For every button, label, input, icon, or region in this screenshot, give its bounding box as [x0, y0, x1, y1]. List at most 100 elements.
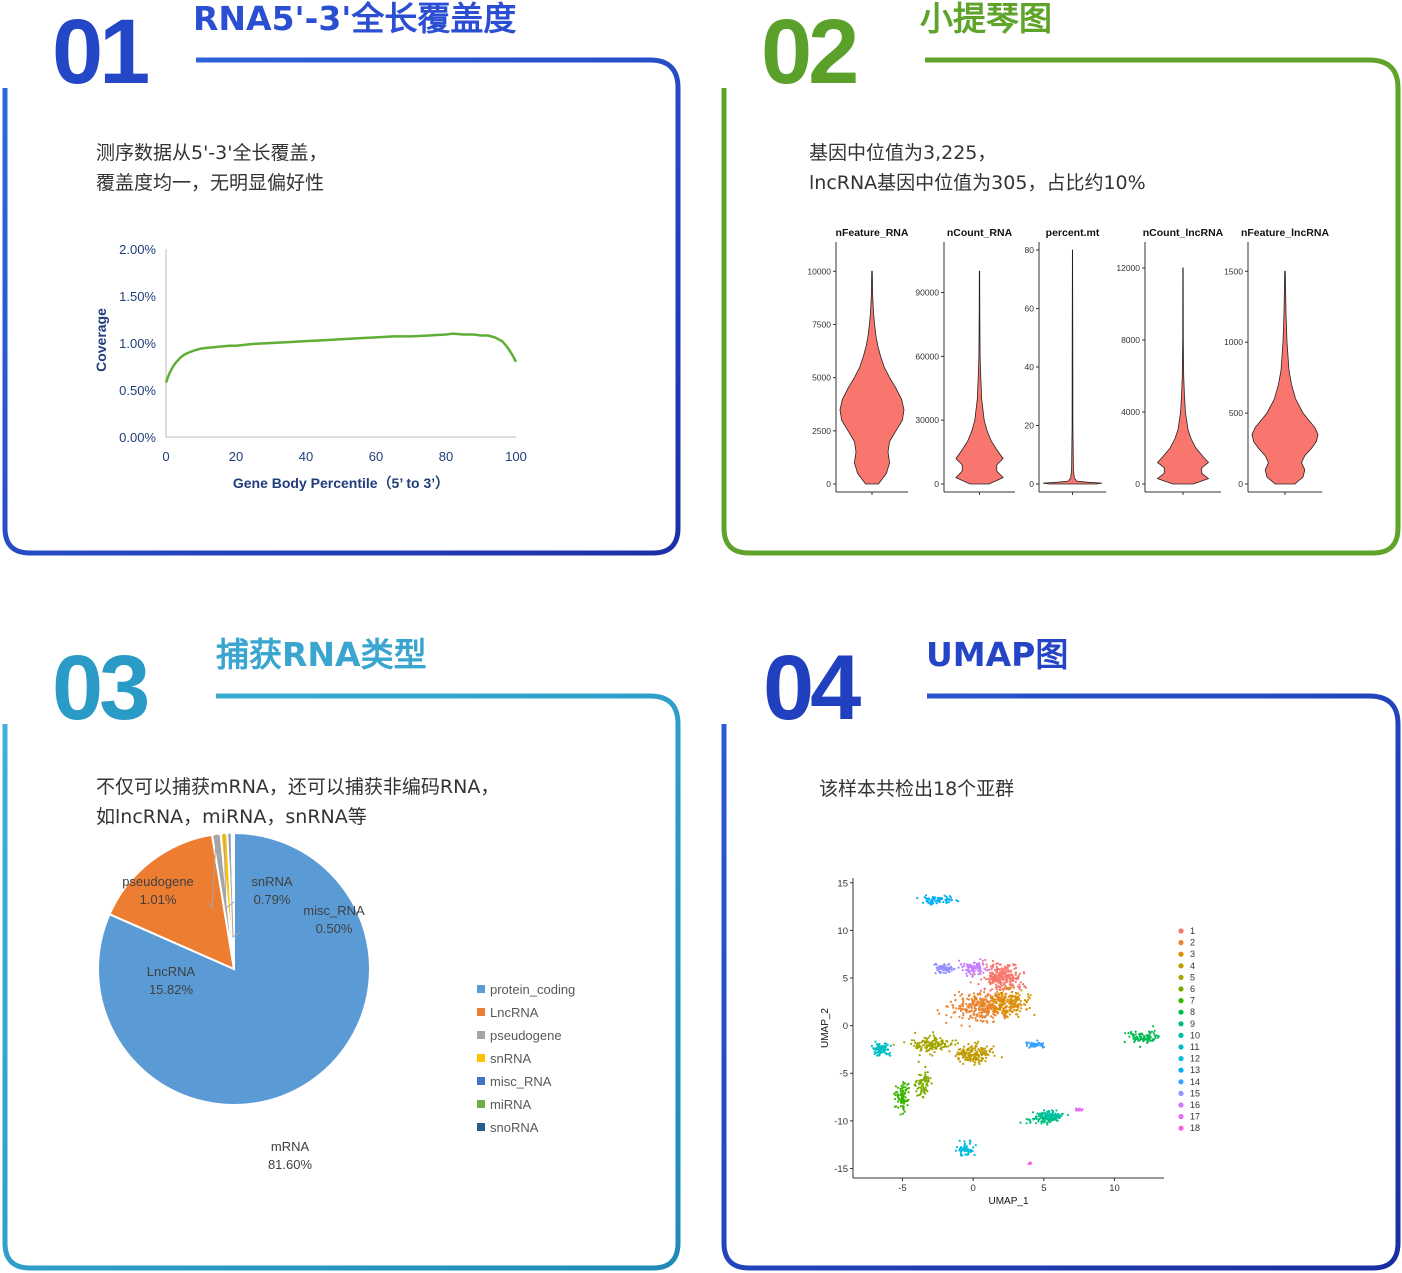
- legend-label: 9: [1190, 1019, 1195, 1029]
- y-tick-label: 0: [1135, 479, 1140, 489]
- umap-point: [1010, 1000, 1013, 1003]
- umap-point: [969, 981, 972, 984]
- umap-point: [938, 965, 941, 968]
- umap-point: [918, 1079, 921, 1082]
- umap-point: [1039, 1117, 1042, 1120]
- umap-point: [1019, 1002, 1022, 1005]
- violin-title: nFeature_lncRNA: [1241, 227, 1330, 239]
- umap-point: [883, 1050, 886, 1053]
- umap-point: [1039, 1113, 1042, 1116]
- umap-point: [936, 1009, 939, 1012]
- umap-point: [1018, 983, 1021, 986]
- umap-point: [986, 994, 989, 997]
- legend-swatch: [477, 985, 485, 993]
- umap-point: [940, 1043, 944, 1046]
- umap-point: [1004, 1010, 1007, 1013]
- umap-point: [910, 1039, 914, 1042]
- umap-point: [962, 1045, 966, 1048]
- y-tick-label: 10: [837, 926, 848, 937]
- umap-point: [996, 1012, 999, 1015]
- umap-point: [937, 1042, 940, 1045]
- umap-point: [998, 968, 1001, 971]
- panel-description: 该样本共检出18个亚群: [819, 774, 1014, 804]
- umap-point: [978, 1015, 982, 1018]
- panel-description: 测序数据从5'-3'全长覆盖， 覆盖度均一，无明显偏好性: [96, 138, 327, 198]
- umap-point: [1055, 1109, 1058, 1112]
- umap-point: [1018, 994, 1021, 997]
- legend-swatch: [477, 1054, 485, 1062]
- y-tick-label: 10000: [807, 266, 831, 276]
- umap-point: [965, 1011, 968, 1014]
- umap-point: [1156, 1036, 1160, 1039]
- umap-point: [909, 1042, 913, 1045]
- umap-point: [968, 1142, 971, 1145]
- umap-point: [976, 1040, 980, 1043]
- panel-rna-types-frame: [2, 693, 681, 1271]
- y-tick-label: 0: [843, 1021, 848, 1032]
- panel-title: RNA5'-3'全长覆盖度: [193, 0, 517, 38]
- legend-dot: [1178, 1125, 1184, 1131]
- umap-point: [964, 1146, 967, 1149]
- legend-dot: [1178, 1009, 1184, 1015]
- panel-number: 02: [761, 1, 859, 103]
- umap-point: [962, 1062, 965, 1065]
- umap-point: [968, 1010, 971, 1014]
- umap-point: [946, 1040, 949, 1043]
- legend-dot: [1178, 963, 1184, 969]
- umap-point: [990, 997, 993, 1000]
- umap-point: [989, 1048, 992, 1051]
- umap-point: [1041, 1118, 1044, 1121]
- umap-cluster: [958, 958, 991, 978]
- umap-point: [933, 1050, 936, 1054]
- umap-point: [1005, 966, 1008, 969]
- umap-point: [1016, 999, 1019, 1002]
- umap-point: [973, 1004, 976, 1007]
- umap-point: [1000, 1003, 1003, 1006]
- umap-point: [1000, 1056, 1003, 1059]
- umap-point: [940, 964, 943, 967]
- umap-point: [964, 1051, 967, 1054]
- umap-point: [999, 974, 1002, 977]
- umap-point: [964, 1008, 967, 1011]
- legend-label: LncRNA: [490, 1005, 539, 1020]
- umap-point: [968, 1139, 971, 1142]
- umap-point: [915, 1046, 918, 1049]
- umap-point: [1036, 1039, 1039, 1042]
- umap-point: [995, 974, 998, 977]
- umap-point: [1015, 977, 1018, 981]
- x-tick-label: 0: [162, 449, 169, 464]
- umap-point: [1006, 998, 1009, 1001]
- umap-point: [979, 998, 982, 1001]
- umap-point: [1059, 1115, 1062, 1118]
- umap-point: [1010, 996, 1013, 999]
- y-tick-label: 0: [1029, 479, 1034, 489]
- umap-point: [998, 1003, 1001, 1006]
- umap-point: [1018, 987, 1021, 990]
- umap-point: [939, 1037, 942, 1040]
- pie-slice: [232, 831, 235, 970]
- umap-point: [936, 896, 940, 900]
- umap-point: [932, 1031, 935, 1034]
- umap-point: [899, 1105, 902, 1108]
- y-tick-label: 5: [843, 974, 848, 985]
- umap-point: [960, 1052, 963, 1055]
- description-line: 不仅可以捕获mRNA，还可以捕获非编码RNA，: [96, 776, 500, 798]
- umap-point: [962, 1012, 965, 1015]
- umap-point: [966, 965, 970, 968]
- umap-point: [918, 1073, 921, 1076]
- umap-point: [897, 1094, 900, 1097]
- umap-point: [972, 1146, 975, 1149]
- umap-point: [954, 1149, 957, 1152]
- umap-point: [983, 987, 986, 990]
- umap-point: [990, 1007, 993, 1010]
- umap-point: [994, 983, 998, 986]
- umap-point: [965, 1057, 969, 1060]
- umap-point: [1024, 985, 1027, 988]
- umap-point: [1143, 1037, 1147, 1040]
- umap-point: [1081, 1108, 1084, 1111]
- umap-point: [1014, 997, 1017, 1000]
- umap-point: [979, 1019, 982, 1022]
- umap-point: [991, 975, 994, 978]
- umap-point: [904, 1086, 907, 1089]
- description-line: 覆盖度均一，无明显偏好性: [96, 172, 325, 194]
